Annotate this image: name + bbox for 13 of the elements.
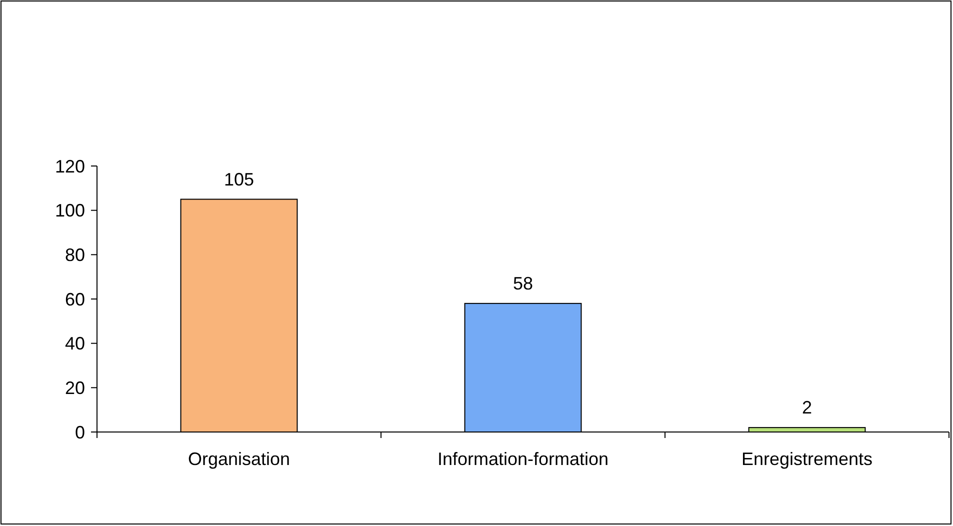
data-label: 58	[512, 273, 534, 294]
data-label: 105	[224, 169, 254, 190]
y-tick-label: 120	[54, 156, 85, 176]
y-tick-label: 20	[64, 378, 85, 398]
y-tick-label: 40	[64, 334, 85, 354]
x-tick-label: Organisation	[188, 449, 290, 469]
y-tick-label: 80	[64, 244, 85, 265]
y-tick-label: 0	[74, 422, 85, 442]
x-tick-label: Enregistrements	[741, 449, 873, 469]
data-label: 2	[802, 398, 812, 418]
y-tick-label: 60	[64, 289, 85, 310]
x-tick-label: Information-formation	[437, 449, 609, 469]
y-tick-label: 100	[54, 200, 85, 221]
